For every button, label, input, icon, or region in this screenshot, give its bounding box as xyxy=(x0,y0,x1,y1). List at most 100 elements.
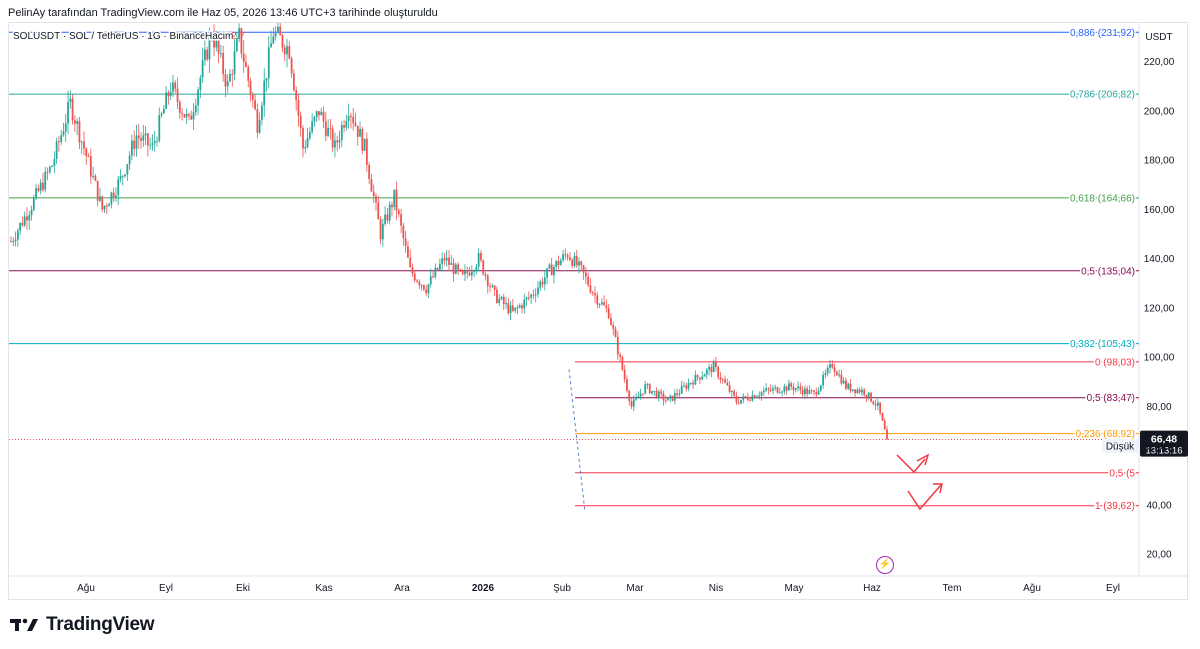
arrow-annotation[interactable] xyxy=(907,484,942,511)
candle[interactable] xyxy=(845,380,847,389)
candle[interactable] xyxy=(518,305,521,308)
candle[interactable] xyxy=(685,385,688,389)
candle[interactable] xyxy=(758,395,761,397)
candle[interactable] xyxy=(584,272,587,277)
candle[interactable] xyxy=(541,281,544,285)
candle[interactable] xyxy=(343,125,345,128)
candle[interactable] xyxy=(274,31,277,37)
candle[interactable] xyxy=(409,257,412,268)
candle[interactable] xyxy=(530,294,533,298)
candle[interactable] xyxy=(256,109,259,133)
candle[interactable] xyxy=(35,188,37,198)
candle[interactable] xyxy=(785,386,788,391)
candle[interactable] xyxy=(452,263,455,274)
candle[interactable] xyxy=(505,303,507,305)
candle[interactable] xyxy=(94,175,97,181)
candle[interactable] xyxy=(557,260,560,266)
candle[interactable] xyxy=(794,388,797,390)
candle[interactable] xyxy=(509,305,512,314)
candle[interactable] xyxy=(703,374,706,377)
candle[interactable] xyxy=(224,74,227,87)
candle[interactable] xyxy=(432,276,434,278)
candle[interactable] xyxy=(32,197,35,210)
candle[interactable] xyxy=(603,302,606,306)
candle[interactable] xyxy=(480,253,482,261)
candle[interactable] xyxy=(582,265,585,273)
candle[interactable] xyxy=(445,257,448,261)
candle[interactable] xyxy=(427,284,430,294)
candle[interactable] xyxy=(78,121,81,143)
candle[interactable] xyxy=(835,371,838,376)
candle[interactable] xyxy=(498,298,501,303)
candle[interactable] xyxy=(569,257,571,260)
candle[interactable] xyxy=(217,41,220,54)
candle[interactable] xyxy=(594,293,596,296)
candle[interactable] xyxy=(85,148,88,157)
candle[interactable] xyxy=(826,367,829,374)
candle[interactable] xyxy=(708,366,710,370)
candle[interactable] xyxy=(596,295,599,305)
candle[interactable] xyxy=(249,80,252,95)
candle[interactable] xyxy=(842,380,845,384)
candle[interactable] xyxy=(858,389,861,393)
candle[interactable] xyxy=(838,374,840,376)
candle[interactable] xyxy=(600,302,603,305)
candle[interactable] xyxy=(762,390,765,393)
candle[interactable] xyxy=(76,121,79,124)
candle[interactable] xyxy=(849,383,852,391)
candle[interactable] xyxy=(124,174,126,176)
candle[interactable] xyxy=(598,304,601,306)
candle[interactable] xyxy=(235,38,238,52)
candle[interactable] xyxy=(514,307,517,311)
candle[interactable] xyxy=(16,230,19,240)
candle[interactable] xyxy=(208,36,211,60)
candle[interactable] xyxy=(710,366,713,373)
candle[interactable] xyxy=(272,36,275,44)
candle[interactable] xyxy=(400,214,402,226)
candle[interactable] xyxy=(630,401,633,407)
candle[interactable] xyxy=(425,289,428,294)
candle[interactable] xyxy=(55,141,58,159)
candle[interactable] xyxy=(151,143,154,146)
candle[interactable] xyxy=(190,115,193,120)
candle[interactable] xyxy=(699,377,701,380)
candle[interactable] xyxy=(751,395,754,401)
candle[interactable] xyxy=(783,386,786,392)
candle[interactable] xyxy=(87,156,90,158)
candle[interactable] xyxy=(92,175,95,177)
candle[interactable] xyxy=(728,385,731,393)
candle[interactable] xyxy=(121,175,124,177)
chart-area[interactable]: 0,886 (231,92) 0,786 (206,82) 0,618 (164,6… xyxy=(8,22,1189,600)
candle[interactable] xyxy=(539,281,542,288)
candle[interactable] xyxy=(653,390,656,392)
candle[interactable] xyxy=(354,122,357,126)
candle[interactable] xyxy=(197,89,199,106)
candle[interactable] xyxy=(879,402,882,414)
candle[interactable] xyxy=(676,393,679,395)
candle[interactable] xyxy=(721,379,724,381)
candle[interactable] xyxy=(391,204,393,208)
candle[interactable] xyxy=(329,128,332,130)
candle[interactable] xyxy=(730,391,733,393)
candle[interactable] xyxy=(772,388,774,391)
candle[interactable] xyxy=(566,255,569,258)
candle[interactable] xyxy=(80,141,83,143)
candle[interactable] xyxy=(486,275,489,287)
candle[interactable] xyxy=(756,396,758,399)
candle[interactable] xyxy=(886,429,888,440)
candle[interactable] xyxy=(176,88,179,102)
candle[interactable] xyxy=(229,74,231,82)
candle[interactable] xyxy=(135,135,138,149)
lightning-icon[interactable]: ⚡ xyxy=(876,556,894,574)
candle[interactable] xyxy=(12,241,15,243)
candle[interactable] xyxy=(263,80,266,106)
candle[interactable] xyxy=(507,303,510,314)
candle[interactable] xyxy=(407,246,409,258)
candle[interactable] xyxy=(39,182,42,191)
candle[interactable] xyxy=(801,389,804,395)
candle[interactable] xyxy=(436,267,439,270)
candle[interactable] xyxy=(626,379,628,391)
candle[interactable] xyxy=(491,285,494,287)
candle[interactable] xyxy=(315,111,318,118)
candle[interactable] xyxy=(621,356,624,370)
